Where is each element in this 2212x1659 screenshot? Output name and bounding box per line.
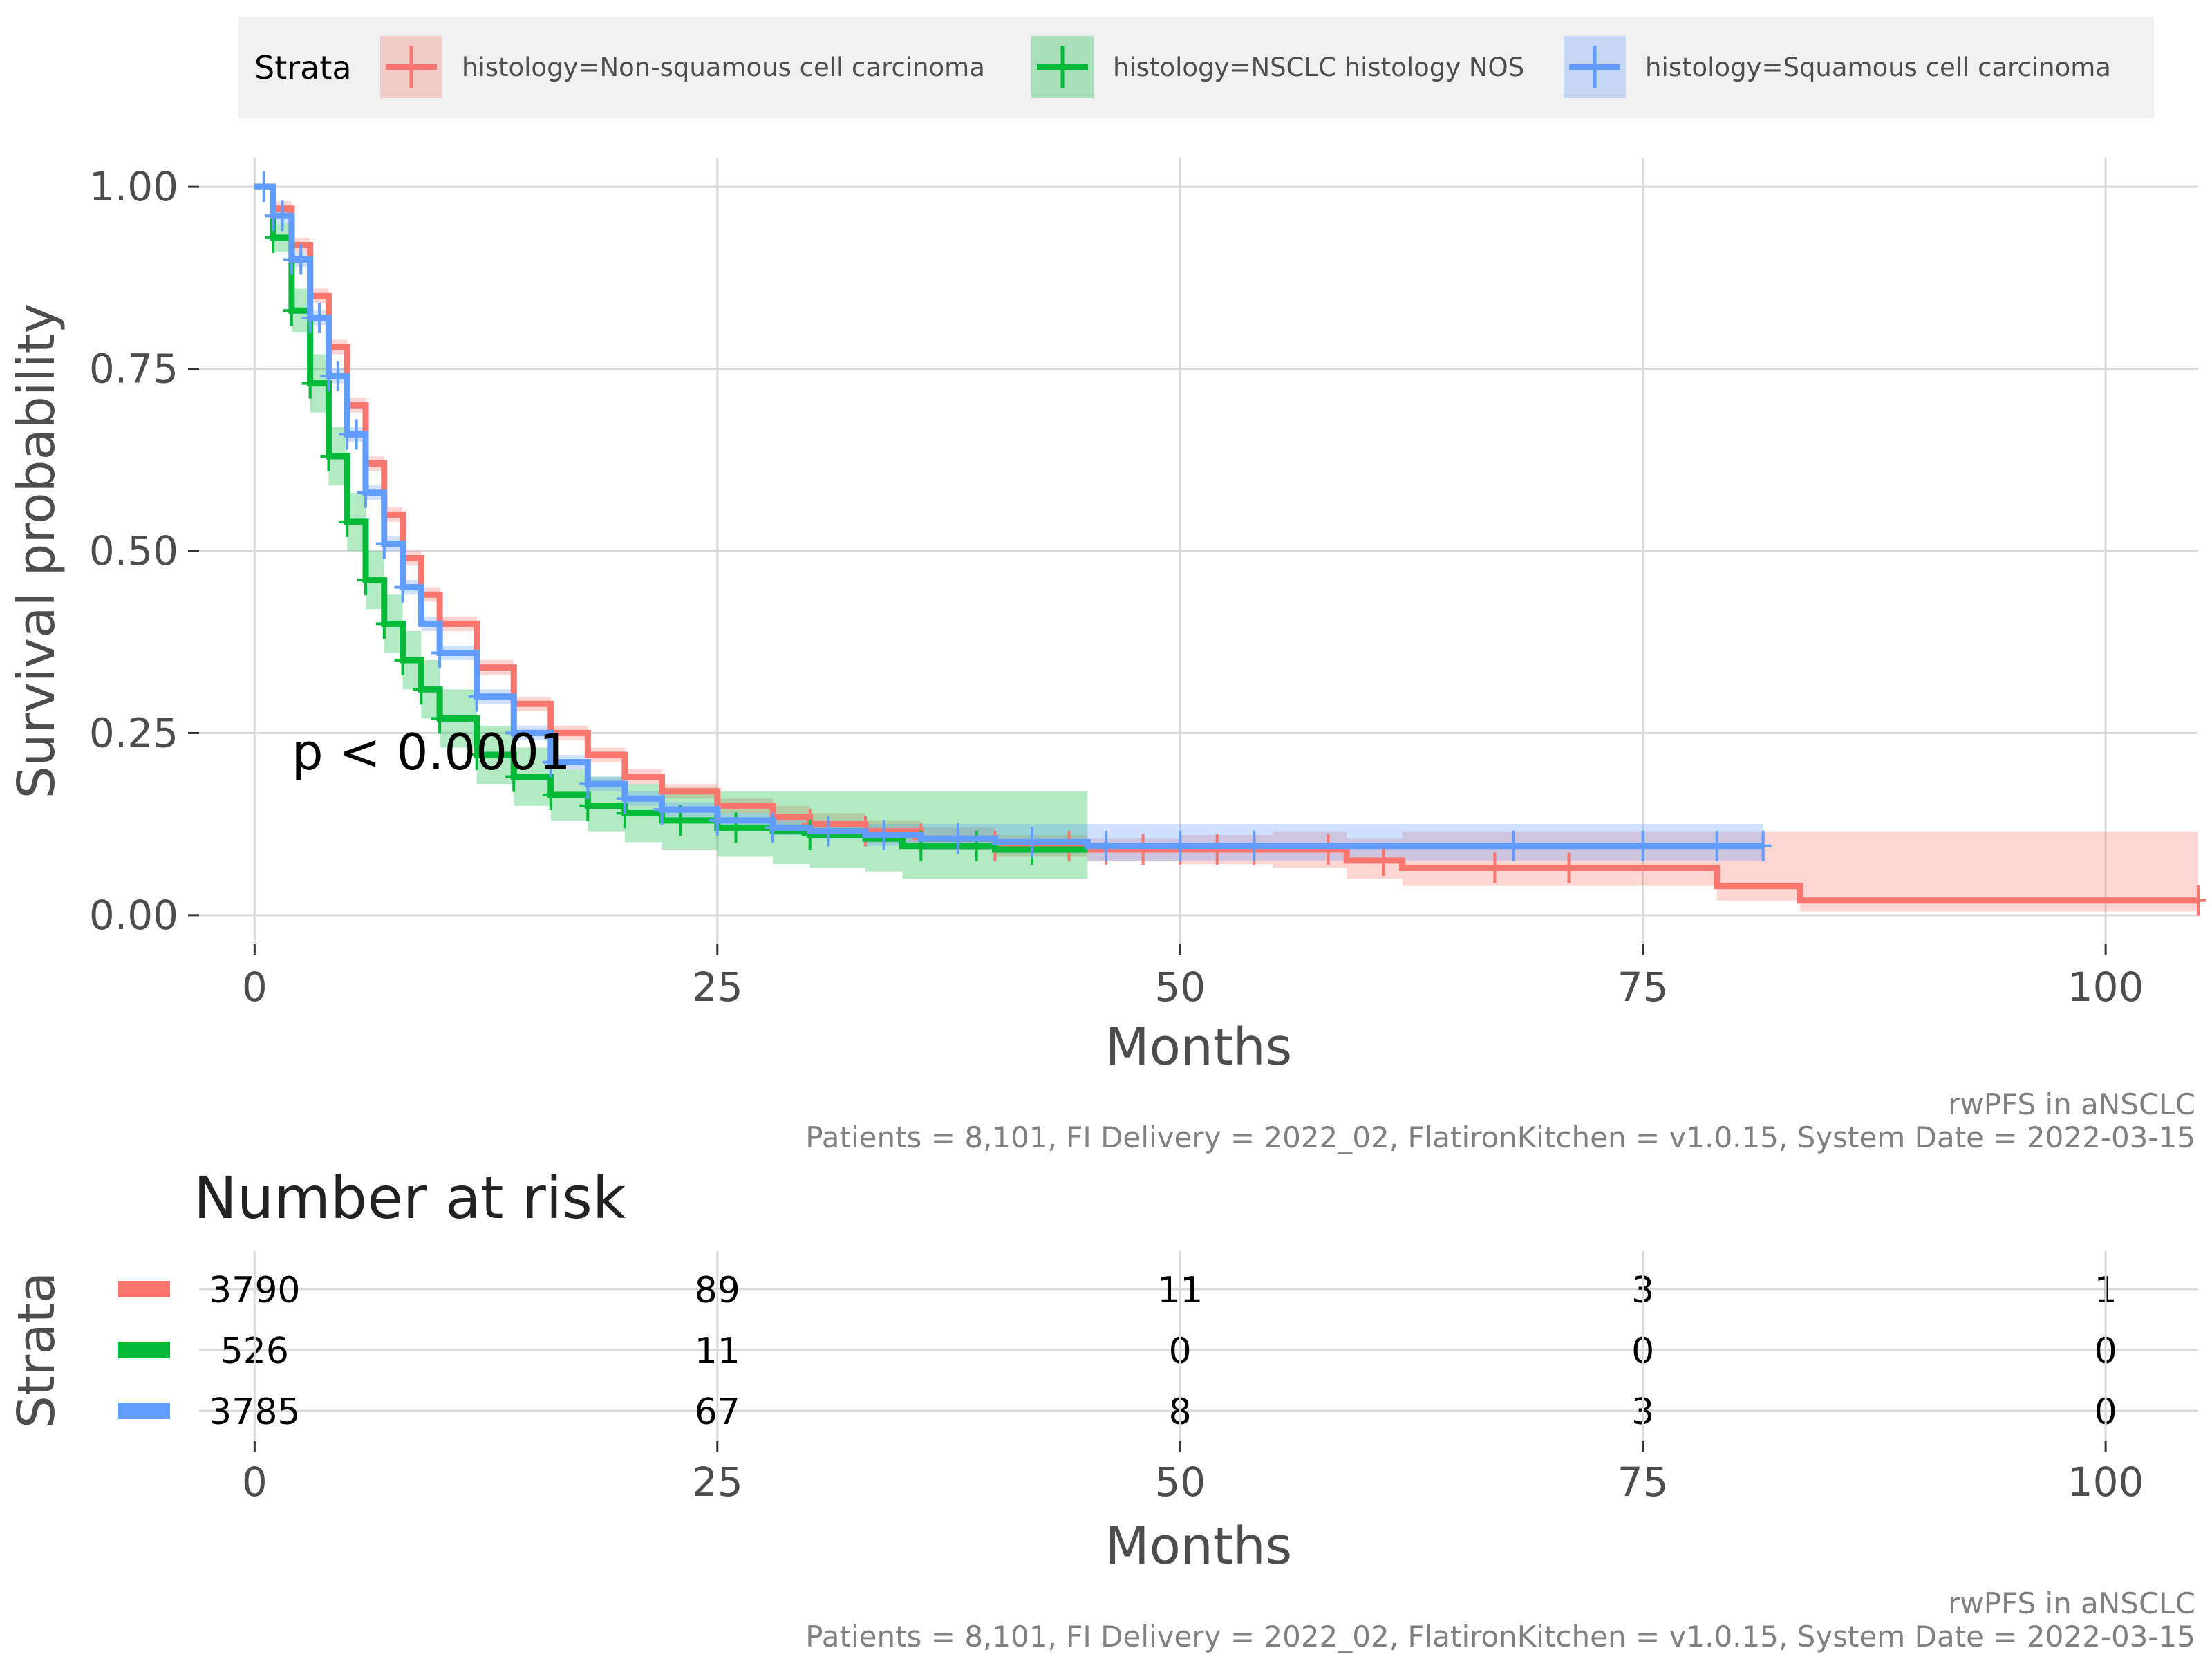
confidence-bands bbox=[254, 187, 2199, 912]
risk-x-tick-label: 25 bbox=[692, 1459, 743, 1506]
caption-line-2: Patients = 8,101, FI Delivery = 2022_02,… bbox=[805, 1121, 2195, 1154]
legend-background bbox=[238, 17, 2154, 118]
y-tick-label: 1.00 bbox=[89, 163, 178, 210]
risk-table-title: Number at risk bbox=[194, 1164, 626, 1232]
legend-entry-2: histology=NSCLC histology NOS bbox=[1031, 36, 1524, 98]
axes: 0.00 0.25 0.50 0.75 1.00 0 25 50 75 100 Months Surv… bbox=[7, 163, 2144, 1077]
x-tick-label: 100 bbox=[2068, 964, 2144, 1011]
legend: Strata histology=Non-squamous cell carcin… bbox=[238, 17, 2154, 118]
risk-row-key bbox=[118, 1342, 170, 1358]
risk-x-axis-title: Months bbox=[1105, 1517, 1293, 1576]
legend-label: histology=Non-squamous cell carcinoma bbox=[462, 53, 985, 82]
legend-entry-3: histology=Squamous cell carcinoma bbox=[1564, 36, 2111, 98]
risk-caption-line-2: Patients = 8,101, FI Delivery = 2022_02,… bbox=[805, 1620, 2195, 1653]
legend-title: Strata bbox=[254, 49, 352, 86]
risk-caption-line-1: rwPFS in aNSCLC bbox=[1948, 1586, 2195, 1620]
legend-label: histology=NSCLC histology NOS bbox=[1113, 53, 1524, 82]
ci-band-series-2 bbox=[254, 187, 1088, 879]
risk-row-key bbox=[118, 1403, 170, 1419]
p-value-annotation: p < 0.0001 bbox=[292, 723, 571, 781]
y-tick-label: 0.50 bbox=[89, 527, 178, 574]
risk-x-tick-label: 0 bbox=[242, 1459, 268, 1506]
x-tick-label: 75 bbox=[1618, 964, 1669, 1011]
y-tick-label: 0.00 bbox=[89, 892, 178, 939]
legend-entry-1: histology=Non-squamous cell carcinoma bbox=[380, 36, 985, 98]
y-tick-label: 0.25 bbox=[89, 709, 178, 756]
risk-y-axis-title: Strata bbox=[7, 1272, 66, 1428]
legend-label: histology=Squamous cell carcinoma bbox=[1645, 53, 2111, 82]
caption-line-1: rwPFS in aNSCLC bbox=[1948, 1087, 2195, 1121]
survival-curves bbox=[254, 171, 2206, 916]
risk-x-tick-label: 75 bbox=[1618, 1459, 1669, 1506]
x-tick-label: 50 bbox=[1154, 964, 1206, 1011]
y-tick-label: 0.75 bbox=[89, 346, 178, 393]
ci-band-series-1 bbox=[254, 187, 2199, 912]
x-tick-label: 0 bbox=[242, 964, 268, 1011]
risk-x-tick-label: 50 bbox=[1154, 1459, 1206, 1506]
y-axis-title: Survival probability bbox=[7, 303, 66, 799]
x-axis-title: Months bbox=[1105, 1018, 1293, 1077]
risk-row-key bbox=[118, 1281, 170, 1297]
x-tick-label: 25 bbox=[692, 964, 743, 1011]
risk-x-tick-label: 100 bbox=[2068, 1459, 2144, 1506]
